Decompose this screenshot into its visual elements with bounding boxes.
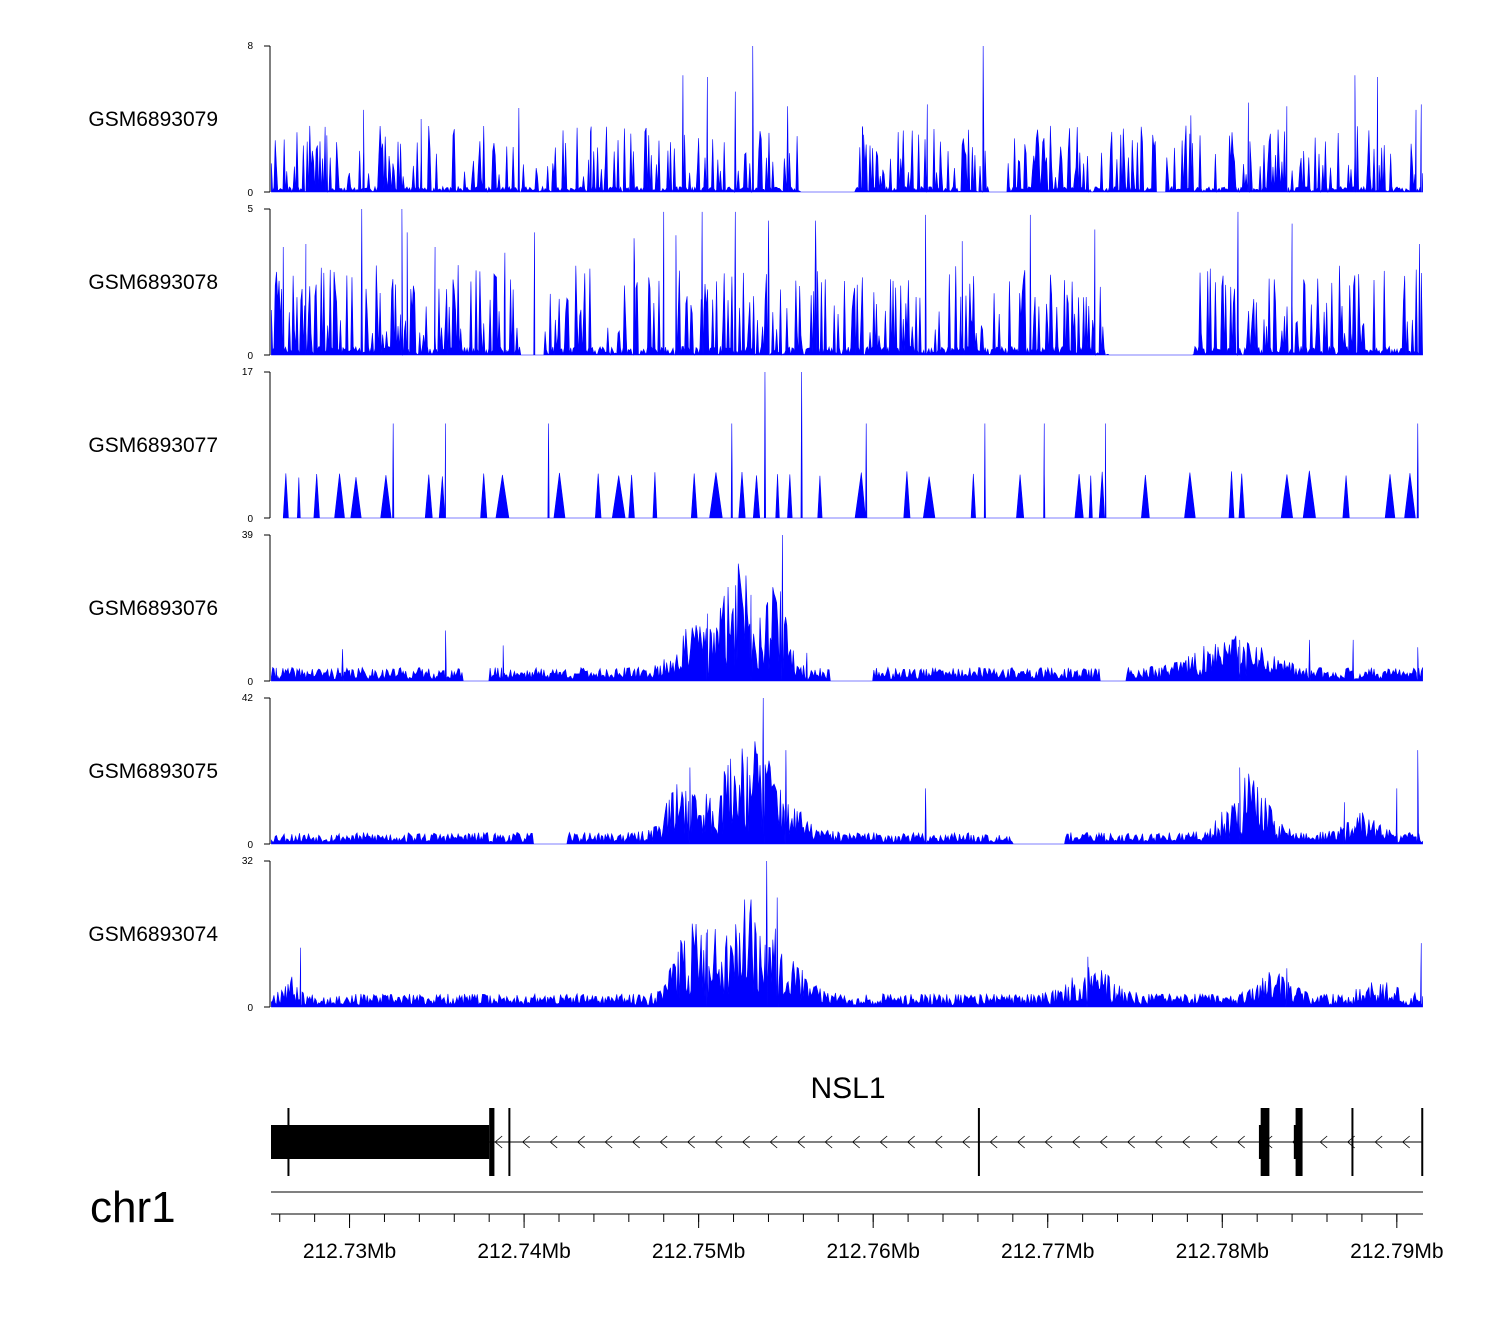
- genome-axis: 212.73Mb 212.74Mb 212.75Mb 212.76Mb 212.77Mb…: [271, 1191, 1444, 1263]
- track-label: GSM6893076: [88, 597, 218, 620]
- track-label: GSM6893078: [88, 271, 218, 294]
- signal-tracks: GSM689307980GSM689307850GSM6893077170GSM…: [88, 41, 1423, 1014]
- strand-arrow: [1072, 1135, 1080, 1149]
- axis-tick-label: 212.75Mb: [652, 1240, 745, 1263]
- signal-area: [271, 45, 1423, 194]
- axis-tick-label: 212.77Mb: [1001, 1240, 1094, 1263]
- y-max-label: 8: [247, 41, 253, 52]
- y-max-label: 17: [242, 367, 254, 378]
- strand-arrow: [797, 1135, 805, 1149]
- strand-arrow: [989, 1135, 998, 1149]
- exon-mark: [1421, 1108, 1424, 1176]
- axis-tick-label: 212.74Mb: [477, 1240, 570, 1263]
- strand-arrow: [604, 1135, 613, 1149]
- y-max-label: 42: [242, 693, 254, 704]
- strand-arrow: [962, 1135, 970, 1149]
- strand-arrow: [714, 1135, 723, 1149]
- track-label: GSM6893074: [88, 923, 218, 946]
- strand-arrow: [1319, 1135, 1328, 1149]
- track-GSM6893075: GSM6893075 42 0: [88, 693, 1423, 851]
- y-min-label: 0: [247, 677, 253, 688]
- strand-arrow: [1017, 1135, 1025, 1149]
- signal-area: [271, 860, 1423, 1008]
- strand-arrow: [549, 1135, 558, 1149]
- strand-arrow: [1237, 1135, 1245, 1149]
- y-min-label: 0: [247, 1003, 253, 1014]
- signal-area: [271, 208, 1423, 357]
- strand-arrow: [742, 1135, 750, 1149]
- strand-arrow: [907, 1135, 915, 1149]
- track-label: GSM6893077: [88, 434, 218, 457]
- strand-arrow: [934, 1135, 943, 1149]
- exon-mark: [489, 1108, 495, 1176]
- gene-track: NSL1: [271, 1072, 1424, 1176]
- exon-block: [1293, 1125, 1300, 1159]
- y-min-label: 0: [247, 351, 253, 362]
- axis-tick-label: 212.79Mb: [1350, 1240, 1443, 1263]
- strand-arrow: [494, 1135, 503, 1149]
- exon-mark: [1351, 1108, 1354, 1176]
- y-max-label: 32: [242, 856, 254, 867]
- exon-block: [1258, 1125, 1267, 1159]
- exon-mark: [508, 1108, 511, 1176]
- track-label: GSM6893079: [88, 108, 218, 131]
- strand-arrow: [1209, 1135, 1218, 1149]
- exon-mark: [977, 1108, 980, 1176]
- signal-area: [282, 371, 1419, 519]
- chromosome-label: chr1: [90, 1183, 176, 1232]
- axis-tick-label: 212.76Mb: [826, 1240, 919, 1263]
- y-max-label: 39: [242, 530, 254, 541]
- axis-tick-label: 212.78Mb: [1176, 1240, 1269, 1263]
- y-min-label: 0: [247, 188, 253, 199]
- strand-arrow: [769, 1135, 778, 1149]
- y-max-label: 5: [247, 204, 253, 215]
- track-GSM6893079: GSM6893079 8 0: [88, 41, 1423, 199]
- signal-area: [271, 534, 1423, 682]
- y-min-label: 0: [247, 840, 253, 851]
- y-min-label: 0: [247, 514, 253, 525]
- exon-utr-block: [271, 1125, 490, 1159]
- signal-area: [271, 697, 1423, 845]
- strand-arrow: [1044, 1135, 1053, 1149]
- track-GSM6893077: GSM6893077 17 0: [88, 367, 1419, 525]
- strand-arrow: [577, 1135, 585, 1149]
- strand-arrow: [1154, 1135, 1163, 1149]
- strand-arrow: [1182, 1135, 1190, 1149]
- strand-arrow: [687, 1135, 695, 1149]
- strand-arrow: [1099, 1135, 1108, 1149]
- strand-arrow: [1127, 1135, 1135, 1149]
- track-GSM6893076: GSM6893076 39 0: [88, 530, 1423, 688]
- track-GSM6893074: GSM6893074 32 0: [88, 856, 1423, 1014]
- strand-arrow: [632, 1135, 640, 1149]
- strand-arrow: [659, 1135, 668, 1149]
- strand-arrow: [1374, 1135, 1383, 1149]
- strand-arrow: [1402, 1135, 1410, 1149]
- gene-name: NSL1: [810, 1072, 885, 1105]
- strand-arrow: [852, 1135, 860, 1149]
- track-GSM6893078: GSM6893078 5 0: [88, 204, 1423, 362]
- strand-arrow: [522, 1135, 530, 1149]
- strand-arrow: [879, 1135, 888, 1149]
- strand-arrow: [824, 1135, 833, 1149]
- axis-tick-label: 212.73Mb: [303, 1240, 396, 1263]
- track-label: GSM6893075: [88, 760, 218, 783]
